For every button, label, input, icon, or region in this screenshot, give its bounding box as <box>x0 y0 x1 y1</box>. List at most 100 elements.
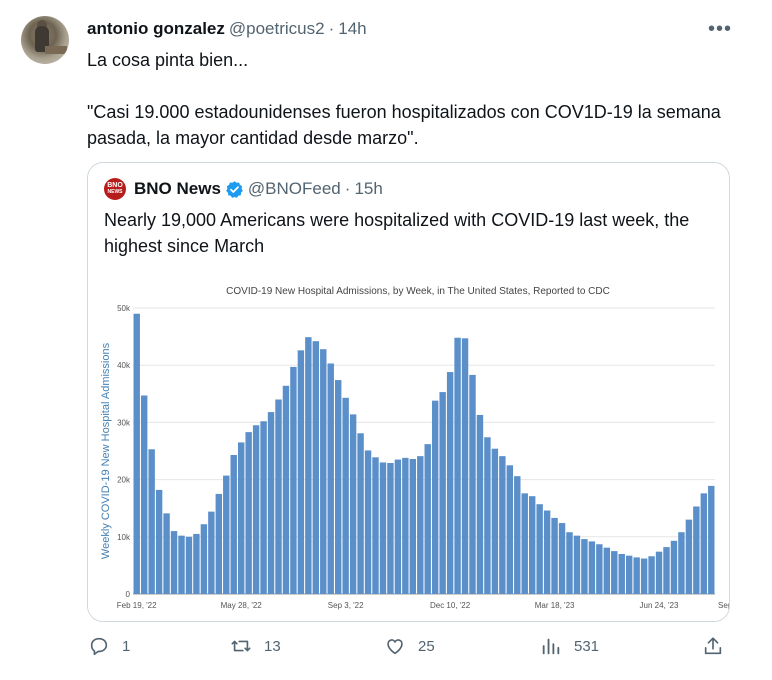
chart-bar <box>320 349 327 594</box>
chart-bar <box>260 421 267 594</box>
author-handle[interactable]: @poetricus2 <box>228 19 325 38</box>
chart-bar <box>387 463 394 594</box>
chart-y-ticks: 0 10k 20k 30k 40k 50k <box>117 304 131 599</box>
retweet-button[interactable]: 13 <box>230 632 281 660</box>
chart-y-tick-label: 50k <box>117 304 131 313</box>
chart-bar <box>655 551 663 594</box>
chart-bar <box>573 535 581 594</box>
chart-bar <box>327 363 334 594</box>
author-avatar[interactable] <box>21 16 69 64</box>
chart-bar <box>603 547 611 594</box>
chart-bar <box>394 459 402 594</box>
avatar-bench-shape <box>45 46 67 54</box>
chart-bar <box>678 532 685 594</box>
chart-bar <box>282 385 290 594</box>
chart-bar <box>230 455 237 594</box>
more-options-icon[interactable]: ••• <box>708 18 733 40</box>
chart-bar <box>148 449 155 594</box>
chart-bar <box>290 366 297 594</box>
chart-bar <box>693 506 700 594</box>
chart-bar <box>208 511 215 594</box>
chart-bar <box>237 442 245 594</box>
chart-x-tick-label: Sep 2, '2 <box>718 601 730 610</box>
chart-bar <box>685 519 693 594</box>
chart-bar <box>476 414 484 594</box>
tweet-actions: 1 13 25 531 <box>0 632 772 662</box>
chart-bar <box>663 547 670 594</box>
chart-bar <box>581 539 588 594</box>
quoted-author-handle[interactable]: @BNOFeed <box>247 179 341 198</box>
quoted-tweet-time[interactable]: 15h <box>354 179 383 198</box>
chart-bar <box>170 531 178 594</box>
chart-bar <box>611 551 618 594</box>
chart-bar <box>514 476 521 594</box>
chart-bar <box>469 374 476 594</box>
tweet-header: antonio gonzalez @poetricus2 · 14h <box>87 19 367 41</box>
chart-y-tick-label: 30k <box>117 418 131 427</box>
chart-bar <box>185 536 193 594</box>
avatar-figure-shape <box>35 26 49 52</box>
retweet-icon <box>231 640 251 652</box>
share-button[interactable] <box>702 632 724 660</box>
author-name[interactable]: antonio gonzalez <box>87 19 225 38</box>
chart-title: COVID-19 New Hospital Admissions, by Wee… <box>226 286 610 297</box>
chart-bar <box>648 556 655 594</box>
views-count: 531 <box>574 637 600 655</box>
chart-bar <box>551 517 558 594</box>
chart-bar <box>499 456 506 594</box>
chart-x-tick-label: May 28, '22 <box>221 601 263 610</box>
chart-y-tick-label: 20k <box>117 476 131 485</box>
chart-bar <box>155 489 163 594</box>
chart-bar <box>596 544 603 594</box>
chart-svg: COVID-19 New Hospital Admissions, by Wee… <box>100 286 730 610</box>
chart-bar <box>700 493 708 594</box>
avatar-head-shape <box>37 20 47 30</box>
chart-bar <box>349 414 357 594</box>
chart-x-tick-label: Dec 10, '22 <box>430 601 471 610</box>
chart-bar <box>305 337 312 594</box>
tweet-time[interactable]: 14h <box>338 19 367 38</box>
chart-y-axis-label: Weekly COVID-19 New Hospital Admissions <box>100 342 112 559</box>
bno-news-logo[interactable]: BNO NEWS <box>104 178 126 200</box>
chart-bar <box>640 558 648 594</box>
chart-image[interactable]: COVID-19 New Hospital Admissions, by Wee… <box>88 278 730 621</box>
chart-y-tick-label: 10k <box>117 533 131 542</box>
retweet-count: 13 <box>264 637 281 655</box>
chart-bar <box>140 395 148 594</box>
chart-bar <box>670 540 678 594</box>
chart-bar <box>267 412 275 594</box>
chart-bar <box>439 392 446 594</box>
reply-count: 1 <box>122 637 131 655</box>
quoted-author-name[interactable]: BNO News <box>134 179 221 198</box>
chart-bar <box>275 399 282 594</box>
chart-x-ticks: Feb 19, '22 May 28, '22 Sep 3, '22 Dec 10, … <box>117 601 730 610</box>
chart-y-tick-label: 0 <box>126 590 131 599</box>
chart-bar <box>402 457 409 594</box>
views-icon <box>542 638 560 655</box>
chart-bar <box>372 457 379 594</box>
tweet-text-line-1: La cosa pinta bien... <box>87 50 249 70</box>
chart-bar <box>484 437 491 594</box>
tweet-text-line-2: "Casi 19.000 estadounidenses fueron hosp… <box>87 102 721 148</box>
chart-x-tick-label: Jun 24, '23 <box>640 601 679 610</box>
chart-bar <box>618 553 625 594</box>
like-icon <box>387 639 403 655</box>
like-button[interactable]: 25 <box>384 632 435 660</box>
chart-bar <box>133 313 140 594</box>
chart-bar <box>536 504 543 594</box>
chart-y-tick-label: 40k <box>117 361 131 370</box>
logo-text-bottom: NEWS <box>107 189 123 195</box>
quoted-tweet[interactable]: BNO NEWS BNO News @BNOFeed · 15h Nearly … <box>87 162 730 622</box>
views-button[interactable]: 531 <box>540 632 599 660</box>
chart-bar <box>215 493 223 594</box>
chart-bar <box>312 341 320 594</box>
quoted-tweet-text: Nearly 19,000 Americans were hospitalize… <box>104 210 690 256</box>
reply-button[interactable]: 1 <box>88 632 130 660</box>
quoted-tweet-header: BNO NEWS BNO News @BNOFeed · 15h <box>104 178 383 200</box>
chart-bar <box>454 337 461 594</box>
logo-text-top: BNO <box>107 182 123 189</box>
tweet-text-gap <box>87 73 747 99</box>
tweet-text: La cosa pinta bien... "Casi 19.000 estad… <box>87 47 747 151</box>
share-icon <box>704 637 722 655</box>
